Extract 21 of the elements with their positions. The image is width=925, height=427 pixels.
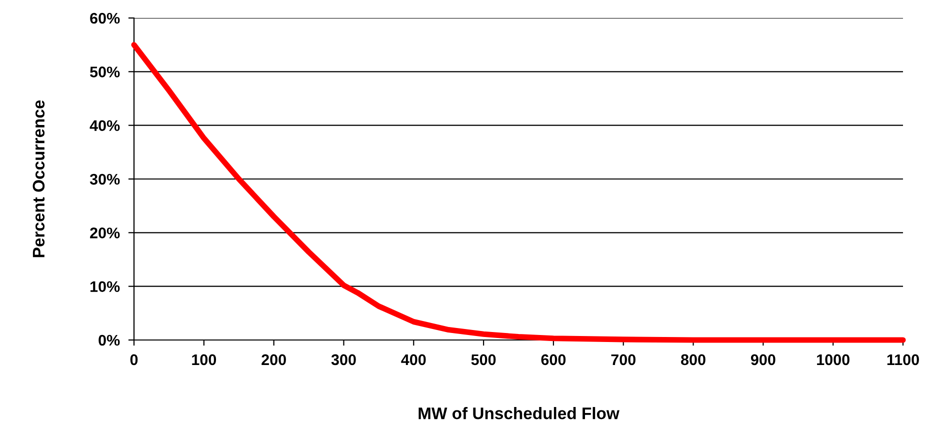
x-tick-label: 700 <box>611 354 636 366</box>
y-axis-title: Percent Occurrence <box>32 100 45 258</box>
x-tick-label: 500 <box>471 354 496 366</box>
x-tick-label: 300 <box>331 354 356 366</box>
y-tick-label: 0% <box>98 334 120 346</box>
x-tick-label: 600 <box>541 354 566 366</box>
x-tick-label: 800 <box>681 354 706 366</box>
y-tick-label: 10% <box>90 281 120 292</box>
x-tick-label: 200 <box>262 354 286 366</box>
y-tick-label: 50% <box>90 66 120 78</box>
x-tick-label: 0 <box>130 354 138 366</box>
x-tick-label: 900 <box>750 354 776 366</box>
y-tick-label: 30% <box>90 174 120 185</box>
x-tick-label: 1000 <box>817 354 850 366</box>
x-tick-label: 1100 <box>887 354 919 366</box>
x-tick-label: 400 <box>401 354 426 366</box>
y-tick-label: 40% <box>90 120 120 132</box>
y-tick-label: 60% <box>90 12 120 24</box>
y-tick-label: 20% <box>90 228 120 238</box>
x-tick-label: 100 <box>192 354 216 366</box>
x-axis-title: MW of Unscheduled Flow <box>418 407 620 420</box>
